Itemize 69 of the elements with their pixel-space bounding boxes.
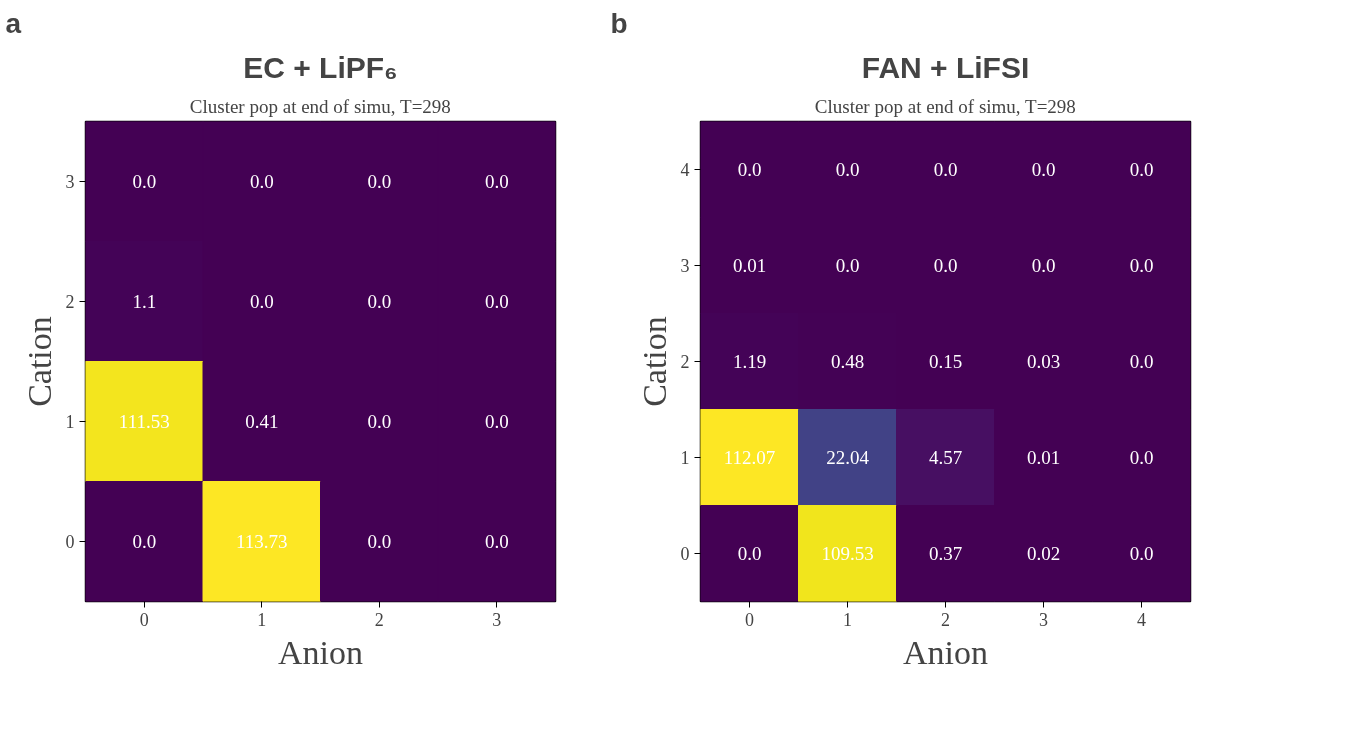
y-axis-title: Cation xyxy=(20,316,58,407)
data-label: 113.73 xyxy=(235,531,288,552)
data-label: 0.01 xyxy=(732,255,767,276)
data-label: 0.0 xyxy=(737,159,762,180)
data-label: 0.0 xyxy=(933,255,958,276)
data-label: 0.0 xyxy=(1129,351,1154,372)
y-tick-label: 0 xyxy=(65,532,75,552)
data-label: 0.0 xyxy=(484,291,509,312)
data-label: 0.0 xyxy=(249,291,274,312)
data-label: 0.0 xyxy=(1129,255,1154,276)
x-axis-title: Anion xyxy=(278,633,363,671)
data-label: 0.0 xyxy=(1031,159,1056,180)
data-label: 4.57 xyxy=(928,447,963,468)
data-label: 0.0 xyxy=(835,159,860,180)
data-label: 0.41 xyxy=(245,411,279,432)
x-tick-label: 4 xyxy=(1137,609,1146,630)
data-label: 0.0 xyxy=(484,171,509,192)
y-tick-label: 4 xyxy=(680,160,690,180)
x-tick-label: 1 xyxy=(257,609,267,630)
data-label: 1.1 xyxy=(132,291,157,312)
text: b xyxy=(610,7,628,39)
y-tick-label: 1 xyxy=(680,448,690,468)
data-label: 0.0 xyxy=(484,411,509,432)
data-label: 0.0 xyxy=(737,543,762,564)
data-label: 111.53 xyxy=(118,411,170,432)
data-label: 0.0 xyxy=(1129,543,1154,564)
data-label: 112.07 xyxy=(723,447,776,468)
data-label: 22.04 xyxy=(826,447,870,468)
data-label: 0.0 xyxy=(933,159,958,180)
y-tick-label: 1 xyxy=(65,412,75,432)
data-label: 0.03 xyxy=(1026,351,1061,372)
x-tick-label: 1 xyxy=(843,609,852,630)
y-tick-label: 3 xyxy=(680,256,690,276)
data-label: 0.0 xyxy=(1129,447,1154,468)
chart-subtitle: Cluster pop at end of simu, T=298 xyxy=(189,95,451,117)
x-tick-label: 2 xyxy=(941,609,950,630)
data-label: 0.0 xyxy=(484,531,509,552)
data-label: 0.48 xyxy=(830,351,865,372)
x-tick-label: 3 xyxy=(492,609,502,630)
data-label: 0.37 xyxy=(928,543,963,564)
data-label: 0.0 xyxy=(1031,255,1056,276)
y-tick-label: 3 xyxy=(65,172,75,192)
data-label: 0.0 xyxy=(367,411,392,432)
data-label: 0.0 xyxy=(249,171,274,192)
data-label: 0.01 xyxy=(1026,447,1061,468)
y-tick-label: 2 xyxy=(65,292,75,312)
data-label: 109.53 xyxy=(821,543,874,564)
y-axis-title: Cation xyxy=(635,316,673,407)
data-label: 0.0 xyxy=(367,531,392,552)
x-tick-label: 0 xyxy=(745,609,754,630)
y-tick-label: 2 xyxy=(680,352,690,372)
text: a xyxy=(5,7,22,39)
chart-title: EC + LiPF₆ xyxy=(243,50,398,84)
data-label: 0.0 xyxy=(132,171,157,192)
data-label: 0.0 xyxy=(367,291,392,312)
chart-title: FAN + LiFSI xyxy=(861,50,1030,84)
data-label: 0.0 xyxy=(132,531,157,552)
x-axis-title: Anion xyxy=(903,633,988,671)
data-label: 0.0 xyxy=(835,255,860,276)
data-label: 0.15 xyxy=(928,351,963,372)
data-label: 0.0 xyxy=(367,171,392,192)
x-tick-label: 2 xyxy=(374,609,384,630)
x-tick-label: 3 xyxy=(1039,609,1048,630)
y-tick-label: 0 xyxy=(680,544,690,564)
data-label: 0.0 xyxy=(1129,159,1154,180)
data-label: 0.02 xyxy=(1026,543,1061,564)
chart-subtitle: Cluster pop at end of simu, T=298 xyxy=(814,95,1076,117)
data-label: 1.19 xyxy=(732,351,767,372)
x-tick-label: 0 xyxy=(139,609,149,630)
